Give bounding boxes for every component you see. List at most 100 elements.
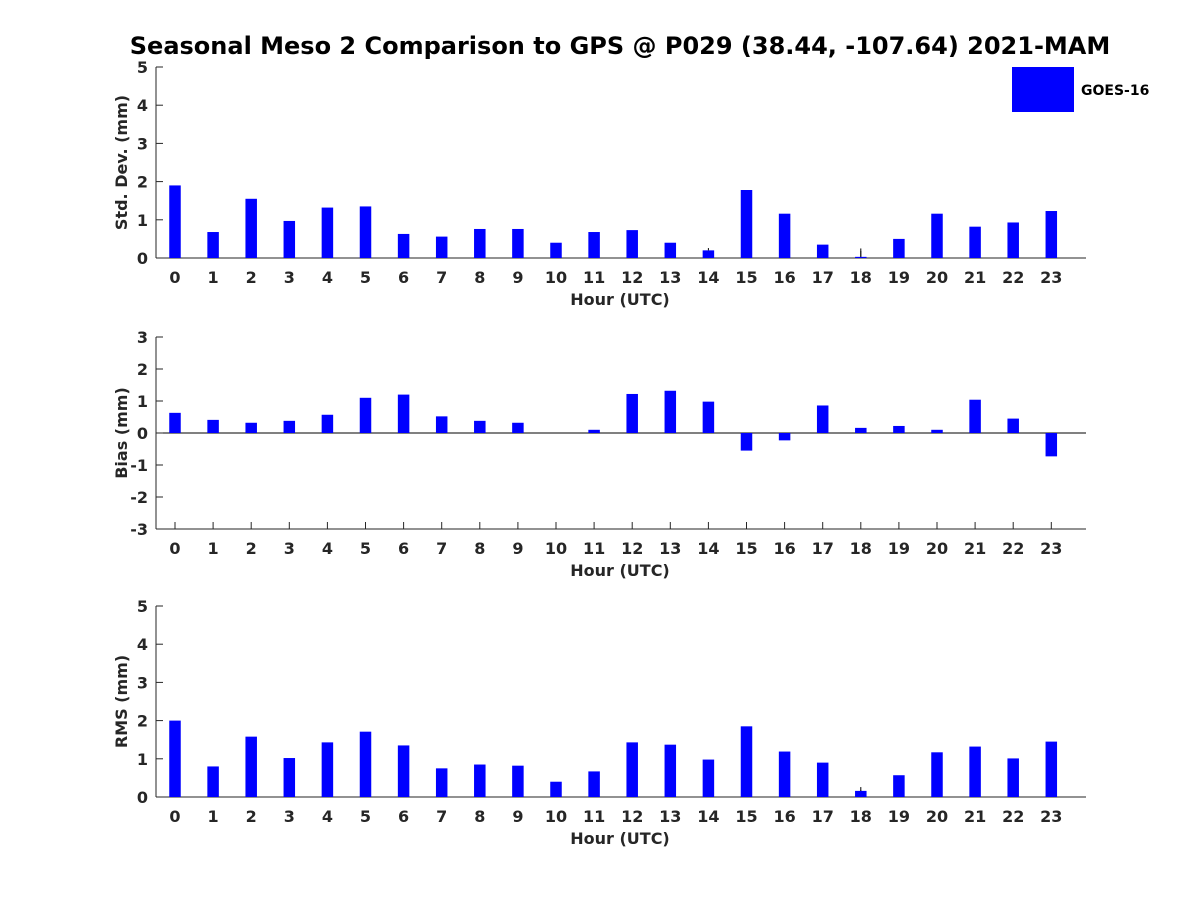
x-tick-label: 20 [926, 807, 948, 826]
x-tick-label: 22 [1002, 807, 1024, 826]
x-tick-label: 18 [850, 539, 872, 558]
bar [397, 394, 410, 433]
x-tick-label: 14 [697, 539, 719, 558]
y-tick-label: 5 [137, 597, 148, 616]
bar [893, 425, 905, 433]
bar [626, 742, 638, 797]
bar [474, 228, 486, 258]
x-tick-label: 11 [583, 807, 605, 826]
bar [855, 256, 867, 258]
x-axis-label: Hour (UTC) [570, 561, 670, 580]
x-tick-label: 14 [697, 807, 719, 826]
bar [435, 768, 448, 797]
x-tick-label: 2 [246, 539, 257, 558]
bar [969, 746, 981, 797]
x-tick-label: 8 [474, 268, 485, 287]
y-tick-label: 1 [137, 750, 148, 769]
bar [474, 420, 486, 433]
x-tick-label: 12 [621, 539, 643, 558]
x-tick-label: 16 [773, 539, 795, 558]
y-tick-label: 2 [137, 360, 148, 379]
y-tick-label: 3 [137, 673, 148, 692]
y-axis-label: Std. Dev. (mm) [112, 95, 131, 230]
y-tick-label: 4 [137, 96, 148, 115]
x-tick-label: 20 [926, 268, 948, 287]
x-tick-label: 4 [322, 268, 333, 287]
x-tick-label: 7 [436, 539, 447, 558]
bar [435, 416, 448, 433]
bar [816, 405, 829, 433]
y-axis-label: Bias (mm) [112, 387, 131, 479]
bar [931, 429, 943, 433]
bar [626, 393, 638, 433]
bar [512, 228, 524, 258]
bar [207, 419, 219, 433]
x-tick-label: 19 [888, 539, 910, 558]
bar [550, 781, 562, 797]
bar [474, 764, 486, 797]
bar [359, 206, 372, 258]
bar [778, 751, 791, 797]
bar [283, 758, 296, 797]
bar [664, 242, 677, 258]
x-tick-label: 9 [512, 268, 523, 287]
x-tick-label: 5 [360, 268, 371, 287]
y-tick-label: 3 [137, 134, 148, 153]
bar [512, 422, 524, 433]
bar [359, 731, 372, 797]
bar [740, 433, 753, 451]
x-tick-label: 1 [208, 539, 219, 558]
x-tick-label: 23 [1040, 807, 1062, 826]
x-tick-label: 3 [284, 268, 295, 287]
x-tick-label: 10 [545, 807, 567, 826]
bar [816, 762, 829, 797]
x-tick-label: 4 [322, 807, 333, 826]
x-tick-label: 5 [360, 539, 371, 558]
bar [931, 213, 943, 258]
bar [283, 420, 296, 433]
x-tick-label: 5 [360, 807, 371, 826]
y-tick-label: 0 [137, 249, 148, 268]
y-tick-label: 1 [137, 392, 148, 411]
bar [550, 242, 562, 258]
bar [207, 232, 219, 258]
x-tick-label: 14 [697, 268, 719, 287]
y-axis-label: RMS (mm) [112, 655, 131, 748]
bar [816, 244, 829, 258]
y-tick-label: -3 [130, 520, 148, 539]
bar [969, 399, 981, 433]
x-tick-label: 0 [169, 539, 180, 558]
bar [169, 412, 181, 433]
y-tick-label: 3 [137, 328, 148, 347]
y-tick-label: -2 [130, 488, 148, 507]
x-tick-label: 1 [208, 268, 219, 287]
x-tick-label: 4 [322, 539, 333, 558]
x-tick-label: 13 [659, 807, 681, 826]
x-tick-label: 16 [773, 268, 795, 287]
x-tick-label: 7 [436, 268, 447, 287]
x-tick-label: 10 [545, 268, 567, 287]
x-tick-label: 15 [735, 268, 757, 287]
x-tick-label: 13 [659, 268, 681, 287]
bar [626, 230, 638, 258]
x-tick-label: 19 [888, 268, 910, 287]
x-tick-label: 9 [512, 807, 523, 826]
bar [321, 742, 334, 797]
x-tick-label: 3 [284, 539, 295, 558]
bar [740, 726, 753, 797]
x-tick-label: 3 [284, 807, 295, 826]
bar [512, 765, 524, 797]
bar [702, 250, 715, 258]
bar [1045, 211, 1058, 258]
x-tick-label: 7 [436, 807, 447, 826]
bar [588, 232, 600, 258]
x-tick-label: 0 [169, 807, 180, 826]
bar [740, 190, 753, 258]
bar [245, 736, 257, 797]
bar [588, 771, 600, 797]
x-tick-label: 21 [964, 539, 986, 558]
